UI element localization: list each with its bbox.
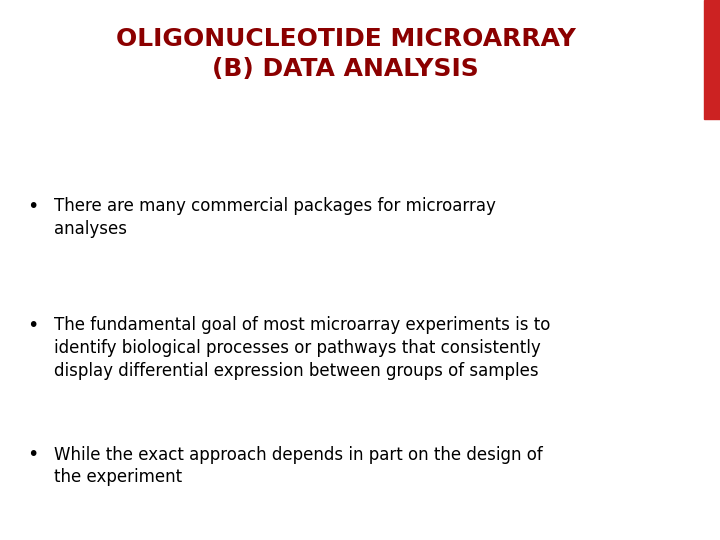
Text: OLIGONUCLEOTIDE MICROARRAY
(B) DATA ANALYSIS: OLIGONUCLEOTIDE MICROARRAY (B) DATA ANAL… (116, 27, 575, 80)
Text: •: • (27, 316, 38, 335)
Text: •: • (27, 446, 38, 464)
Text: While the exact approach depends in part on the design of
the experiment: While the exact approach depends in part… (54, 446, 543, 487)
Text: There are many commercial packages for microarray
analyses: There are many commercial packages for m… (54, 197, 496, 238)
Text: The fundamental goal of most microarray experiments is to
identify biological pr: The fundamental goal of most microarray … (54, 316, 550, 380)
Bar (704, 0, 720, 119)
Text: •: • (27, 197, 38, 216)
